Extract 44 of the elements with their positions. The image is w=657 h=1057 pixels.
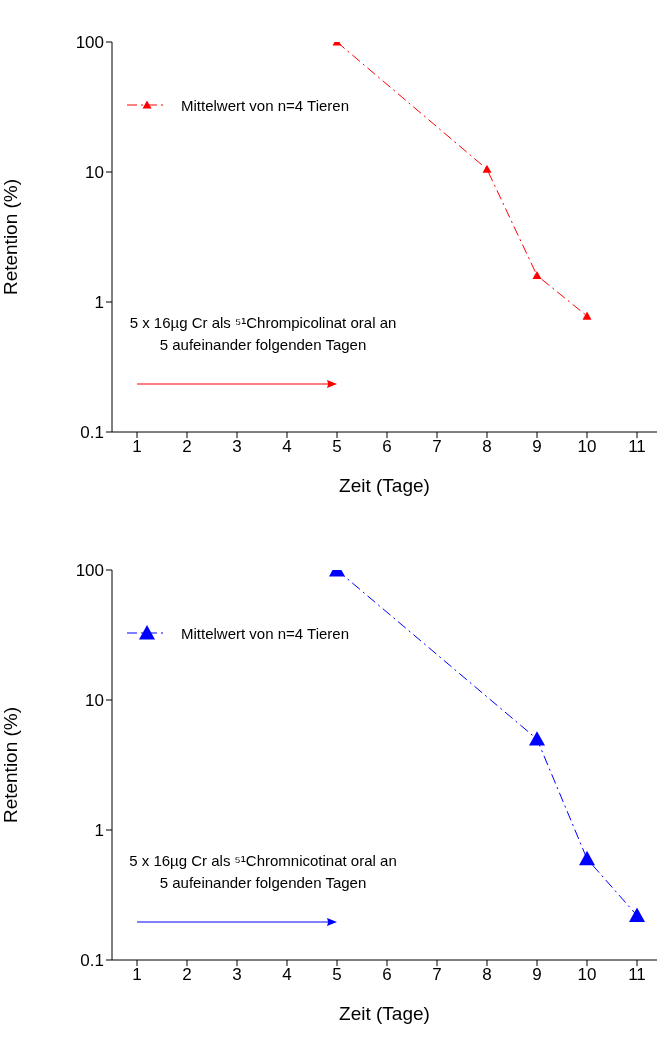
point bbox=[579, 850, 595, 866]
y-tick-label: 1 bbox=[94, 293, 104, 313]
y-tick-label: 100 bbox=[75, 33, 104, 53]
x-tick-label: 6 bbox=[382, 437, 392, 457]
annotation: 5 x 16µg Cr als ⁵¹Chromnicotinat oral an 5 aufeinander folgenden Tagen bbox=[128, 851, 398, 893]
x-tick-label: 6 bbox=[382, 965, 392, 985]
x-tick-label: 11 bbox=[628, 437, 646, 457]
y-tick-label: 1 bbox=[94, 821, 104, 841]
y-axis-title: Retention (%) bbox=[0, 706, 21, 824]
y-axis-title: Retention (%) bbox=[0, 178, 21, 296]
x-tick-label: 4 bbox=[282, 437, 292, 457]
y-tick-label: 10 bbox=[85, 691, 104, 711]
x-tick-label: 5 bbox=[332, 437, 342, 457]
x-tick-label: 8 bbox=[482, 437, 492, 457]
x-tick-label: 5 bbox=[332, 965, 342, 985]
x-tick-label: 1 bbox=[132, 965, 142, 985]
point bbox=[629, 907, 645, 922]
y-tick-label: 0.1 bbox=[80, 423, 104, 443]
x-tick-label: 11 bbox=[628, 965, 646, 985]
x-tick-label: 2 bbox=[182, 437, 192, 457]
legend-label: Mittelwert von n=4 Tieren bbox=[181, 624, 349, 642]
x-tick-label: 10 bbox=[577, 965, 597, 985]
y-tick-label: 10 bbox=[85, 163, 104, 183]
point bbox=[529, 731, 545, 746]
x-tick-label: 7 bbox=[432, 437, 442, 457]
y-tick-label: 0.1 bbox=[80, 951, 104, 971]
x-axis-title: Zeit (Tage) bbox=[339, 475, 430, 496]
point bbox=[532, 270, 542, 280]
x-tick-label: 8 bbox=[482, 965, 492, 985]
x-tick-label: 9 bbox=[532, 965, 542, 985]
x-tick-label: 1 bbox=[132, 437, 142, 457]
annotation: 5 x 16µg Cr als ⁵¹Chrompicolinat oral an 5 aufeinander folgenden Tagen bbox=[128, 313, 398, 355]
x-tick-label: 7 bbox=[432, 965, 442, 985]
x-tick-label: 9 bbox=[532, 437, 542, 457]
x-tick-label: 2 bbox=[182, 965, 192, 985]
legend-label: Mittelwert von n=4 Tieren bbox=[181, 96, 349, 114]
x-tick-label: 4 bbox=[282, 965, 292, 985]
x-tick-label: 3 bbox=[232, 965, 242, 985]
point bbox=[582, 311, 592, 320]
x-axis-title: Zeit (Tage) bbox=[339, 1003, 430, 1024]
y-tick-label: 100 bbox=[75, 561, 104, 581]
x-tick-label: 10 bbox=[577, 437, 597, 457]
point bbox=[482, 164, 492, 173]
x-tick-label: 3 bbox=[232, 437, 242, 457]
